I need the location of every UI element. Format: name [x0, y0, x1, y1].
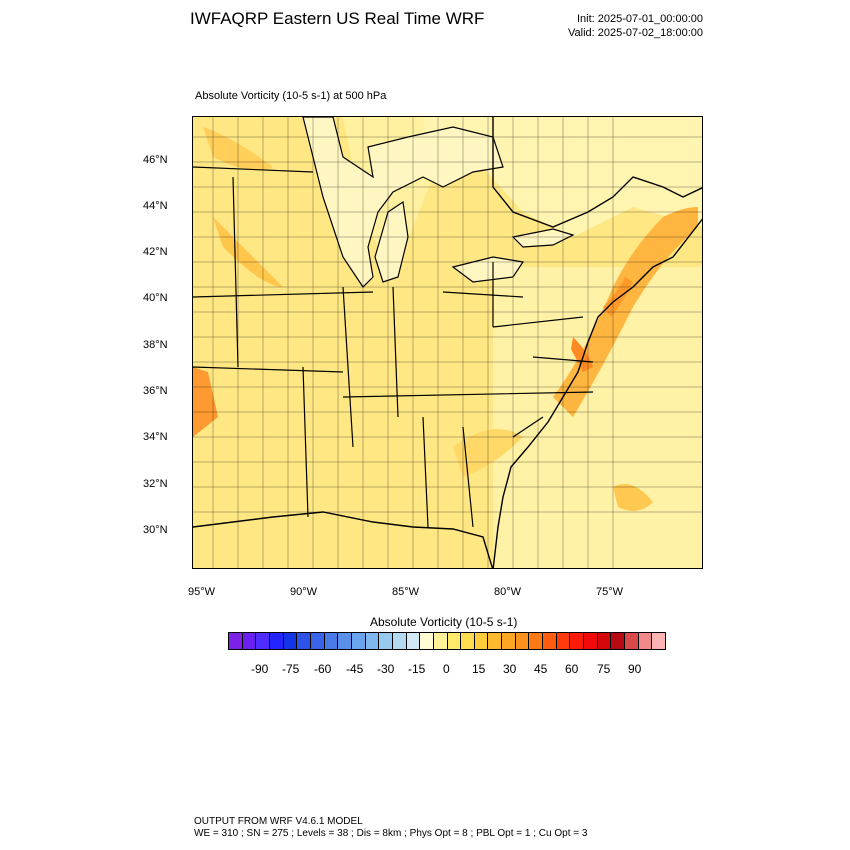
- lon-label: 80°W: [494, 586, 522, 598]
- colorbar-label: 15: [472, 662, 486, 676]
- colorbar-label: -75: [282, 662, 300, 676]
- county-lines: [193, 117, 702, 568]
- lat-label: 38°N: [143, 339, 168, 351]
- colorbar-swatch: [556, 633, 571, 649]
- colorbar-swatch: [392, 633, 407, 649]
- colorbar-swatch: [338, 633, 352, 649]
- init-time: Init: 2025-07-01_00:00:00: [577, 13, 703, 25]
- colorbar-label: 30: [503, 662, 517, 676]
- colorbar-swatch: [529, 633, 544, 649]
- colorbar-swatch: [256, 633, 270, 649]
- lat-label: 32°N: [143, 478, 168, 490]
- lat-label: 42°N: [143, 246, 168, 258]
- colorbar-swatch: [625, 633, 639, 649]
- colorbar-swatch: [379, 633, 393, 649]
- colorbar-swatch: [351, 633, 366, 649]
- colorbar-swatch: [420, 633, 434, 649]
- vort-streak-iowa: [213, 217, 283, 287]
- colorbar-swatch: [597, 633, 612, 649]
- colorbar-swatch: [310, 633, 325, 649]
- colorbar-swatch: [461, 633, 475, 649]
- colorbar-swatch: [652, 633, 665, 649]
- colorbar-swatch: [515, 633, 530, 649]
- vort-max-west: [193, 367, 218, 437]
- colorbar-label: -90: [251, 662, 269, 676]
- lat-label: 40°N: [143, 292, 168, 304]
- map-svg: [193, 117, 702, 568]
- colorbar-swatch: [297, 633, 311, 649]
- colorbar-swatch: [406, 633, 421, 649]
- colorbar-swatch: [570, 633, 585, 649]
- lat-label: 46°N: [143, 154, 168, 166]
- lon-label: 95°W: [188, 586, 216, 598]
- colorbar-label: -15: [408, 662, 426, 676]
- lat-label: 30°N: [143, 524, 168, 536]
- lon-label: 90°W: [290, 586, 318, 598]
- colorbar-swatch: [433, 633, 448, 649]
- colorbar-swatch: [324, 633, 339, 649]
- colorbar-label: -60: [314, 662, 332, 676]
- lat-label: 36°N: [143, 385, 168, 397]
- lat-label: 34°N: [143, 431, 168, 443]
- colorbar-label: -45: [346, 662, 364, 676]
- colorbar-swatch: [242, 633, 257, 649]
- colorbar-swatch: [543, 633, 557, 649]
- state-lines: [193, 166, 594, 528]
- lon-label: 85°W: [392, 586, 420, 598]
- colorbar-swatch: [283, 633, 298, 649]
- footer-params: WE = 310 ; SN = 275 ; Levels = 38 ; Dis …: [194, 828, 588, 839]
- colorbar-label: 60: [565, 662, 579, 676]
- colorbar-swatch: [269, 633, 284, 649]
- colorbar-swatch: [447, 633, 462, 649]
- colorbar-swatch: [474, 633, 489, 649]
- colorbar-swatch: [584, 633, 598, 649]
- lat-label: 44°N: [143, 200, 168, 212]
- vort-max-chesapeake: [571, 337, 593, 372]
- chart-title: IWFAQRP Eastern US Real Time WRF: [190, 9, 485, 28]
- colorbar: [228, 632, 666, 650]
- lon-label: 75°W: [596, 586, 624, 598]
- colorbar-swatch: [229, 633, 243, 649]
- colorbar-swatch: [488, 633, 503, 649]
- colorbar-swatch: [502, 633, 516, 649]
- vort-swirl-ocean: [613, 484, 653, 511]
- vorticity-map: [192, 116, 703, 569]
- ocean-field: [493, 267, 702, 568]
- valid-time: Valid: 2025-07-02_18:00:00: [568, 27, 703, 39]
- colorbar-swatch: [611, 633, 626, 649]
- colorbar-title: Absolute Vorticity (10-5 s-1): [370, 615, 518, 629]
- colorbar-label: 75: [597, 662, 611, 676]
- colorbar-label: 45: [534, 662, 548, 676]
- field-subtitle: Absolute Vorticity (10-5 s-1) at 500 hPa: [195, 90, 387, 102]
- colorbar-label: -30: [377, 662, 395, 676]
- colorbar-swatch: [365, 633, 380, 649]
- colorbar-swatch: [638, 633, 653, 649]
- colorbar-label: 0: [443, 662, 450, 676]
- coast-north: [492, 117, 702, 228]
- coast-gulf: [193, 511, 494, 568]
- colorbar-label: 90: [628, 662, 642, 676]
- footer-model: OUTPUT FROM WRF V4.6.1 MODEL: [194, 816, 363, 827]
